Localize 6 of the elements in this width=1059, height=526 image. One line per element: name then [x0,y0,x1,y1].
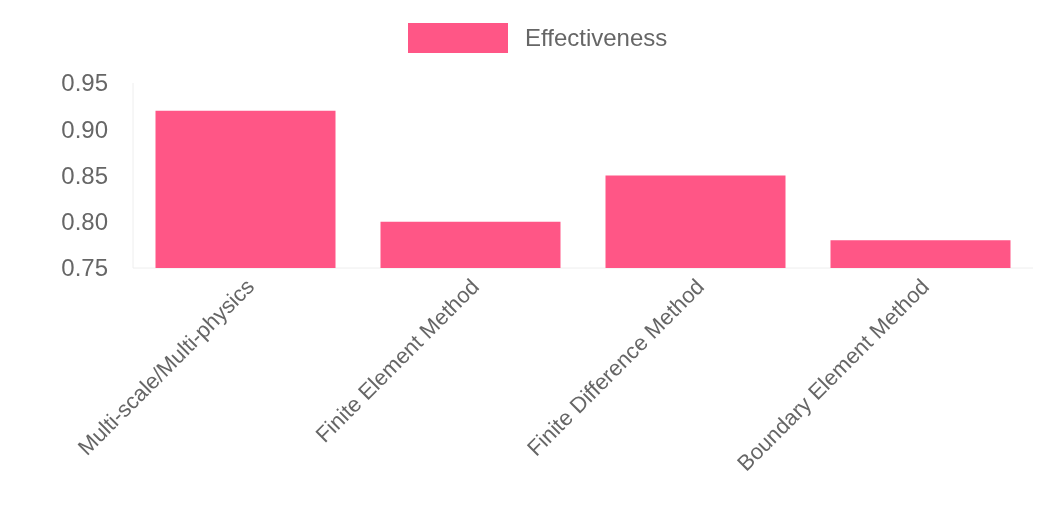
y-tick-label: 0.95 [61,69,108,97]
y-tick-label: 0.75 [61,254,108,282]
y-tick-label: 0.85 [61,161,108,189]
legend-label: Effectiveness [525,24,668,52]
y-tick-label: 0.80 [61,208,108,236]
y-tick-label: 0.90 [61,115,108,143]
